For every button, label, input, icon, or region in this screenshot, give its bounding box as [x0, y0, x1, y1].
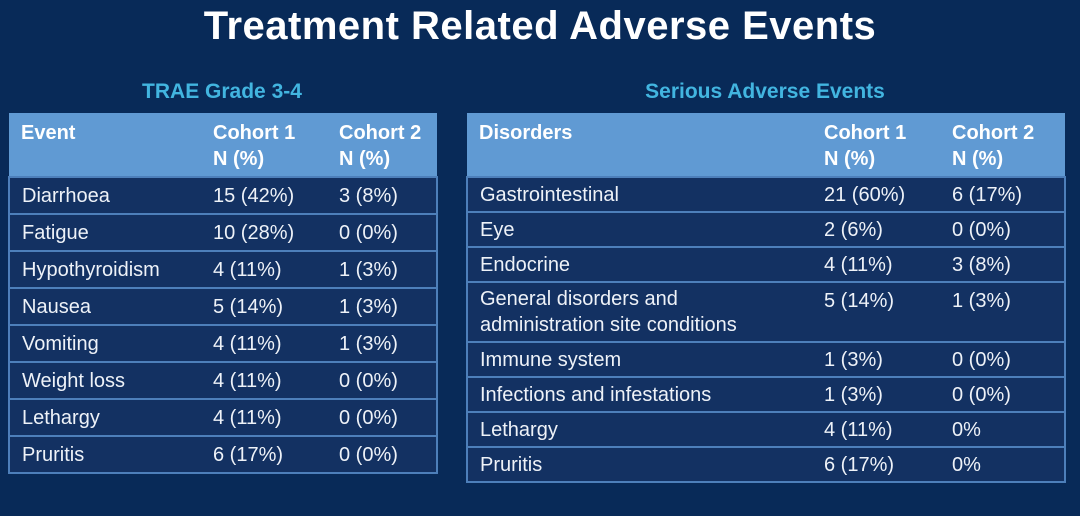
cohort2-value-cell: 0% [940, 446, 1066, 483]
cohort1-value-cell: 4 (11%) [812, 411, 940, 447]
cohort1-value-cell: 4 (11%) [812, 246, 940, 282]
sae-table-title: Serious Adverse Events [645, 80, 885, 103]
cohort1-value-cell: 4 (11%) [201, 324, 327, 362]
row-label-cell: Pruritis [8, 435, 201, 474]
row-label-cell: Weight loss [8, 361, 201, 399]
table-row: Lethargy 4 (11%) 0% [466, 411, 1066, 447]
cohort1-value-cell: 4 (11%) [201, 361, 327, 399]
table-row: Immune system 1 (3%) 0 (0%) [466, 341, 1066, 377]
row-label-cell: Immune system [466, 341, 812, 377]
sae-col-disorders: Disorders [467, 113, 812, 177]
table-row: Diarrhoea 15 (42%) 3 (8%) [8, 176, 438, 214]
row-label-cell: Pruritis [466, 446, 812, 483]
trae-col-event: Event [9, 113, 201, 177]
table-row: General disorders and administration sit… [466, 281, 1066, 342]
row-label-cell: Infections and infestations [466, 376, 812, 412]
trae-table-title: TRAE Grade 3-4 [142, 80, 302, 103]
cohort2-value-cell: 0 (0%) [327, 398, 438, 436]
row-label-cell: Hypothyroidism [8, 250, 201, 288]
cohort2-value-cell: 1 (3%) [327, 324, 438, 362]
table-row: Lethargy 4 (11%) 0 (0%) [8, 398, 438, 436]
row-label-cell: Fatigue [8, 213, 201, 251]
row-label-cell: Eye [466, 211, 812, 247]
cohort1-value-cell: 2 (6%) [812, 211, 940, 247]
cohort1-value-cell: 15 (42%) [201, 176, 327, 214]
cohort2-value-cell: 1 (3%) [327, 287, 438, 325]
table-row: Vomiting 4 (11%) 1 (3%) [8, 324, 438, 362]
serious-adverse-events-panel: Serious Adverse Events Disorders Cohort … [466, 80, 1066, 483]
cohort1-value-cell: 1 (3%) [812, 341, 940, 377]
row-label-cell: Nausea [8, 287, 201, 325]
cohort1-value-cell: 1 (3%) [812, 376, 940, 412]
cohort2-value-cell: 0% [940, 411, 1066, 447]
cohort1-value-cell: 6 (17%) [201, 435, 327, 474]
row-label-cell: Diarrhoea [8, 176, 201, 214]
row-label-cell: Lethargy [466, 411, 812, 447]
row-label-cell: General disorders and administration sit… [466, 281, 812, 342]
row-label-cell: Vomiting [8, 324, 201, 362]
cohort1-value-cell: 6 (17%) [812, 446, 940, 483]
cohort2-value-cell: 1 (3%) [940, 281, 1066, 342]
table-row: Eye 2 (6%) 0 (0%) [466, 211, 1066, 247]
table-row: Nausea 5 (14%) 1 (3%) [8, 287, 438, 325]
row-label-cell: Lethargy [8, 398, 201, 436]
cohort1-value-cell: 10 (28%) [201, 213, 327, 251]
cohort2-value-cell: 0 (0%) [327, 435, 438, 474]
page-title: Treatment Related Adverse Events [203, 4, 877, 48]
table-row: Infections and infestations 1 (3%) 0 (0%… [466, 376, 1066, 412]
table-row: Endocrine 4 (11%) 3 (8%) [466, 246, 1066, 282]
cohort2-value-cell: 0 (0%) [327, 361, 438, 399]
cohort2-value-cell: 3 (8%) [940, 246, 1066, 282]
cohort2-value-cell: 0 (0%) [940, 376, 1066, 412]
table-row: Pruritis 6 (17%) 0 (0%) [8, 435, 438, 474]
cohort2-value-cell: 0 (0%) [940, 211, 1066, 247]
cohort2-value-cell: 3 (8%) [327, 176, 438, 214]
cohort2-value-cell: 0 (0%) [327, 213, 438, 251]
table-row: Fatigue 10 (28%) 0 (0%) [8, 213, 438, 251]
table-row: Gastrointestinal 21 (60%) 6 (17%) [466, 176, 1066, 212]
cohort2-value-cell: 0 (0%) [940, 341, 1066, 377]
cohort1-value-cell: 21 (60%) [812, 176, 940, 212]
cohort1-value-cell: 4 (11%) [201, 250, 327, 288]
cohort2-value-cell: 1 (3%) [327, 250, 438, 288]
table-row: Weight loss 4 (11%) 0 (0%) [8, 361, 438, 399]
table-row: Pruritis 6 (17%) 0% [466, 446, 1066, 483]
cohort2-value-cell: 6 (17%) [940, 176, 1066, 212]
cohort1-value-cell: 4 (11%) [201, 398, 327, 436]
table-row: Hypothyroidism 4 (11%) 1 (3%) [8, 250, 438, 288]
row-label-cell: Gastrointestinal [466, 176, 812, 212]
cohort1-value-cell: 5 (14%) [201, 287, 327, 325]
cohort1-value-cell: 5 (14%) [812, 281, 940, 342]
row-label-cell: Endocrine [466, 246, 812, 282]
